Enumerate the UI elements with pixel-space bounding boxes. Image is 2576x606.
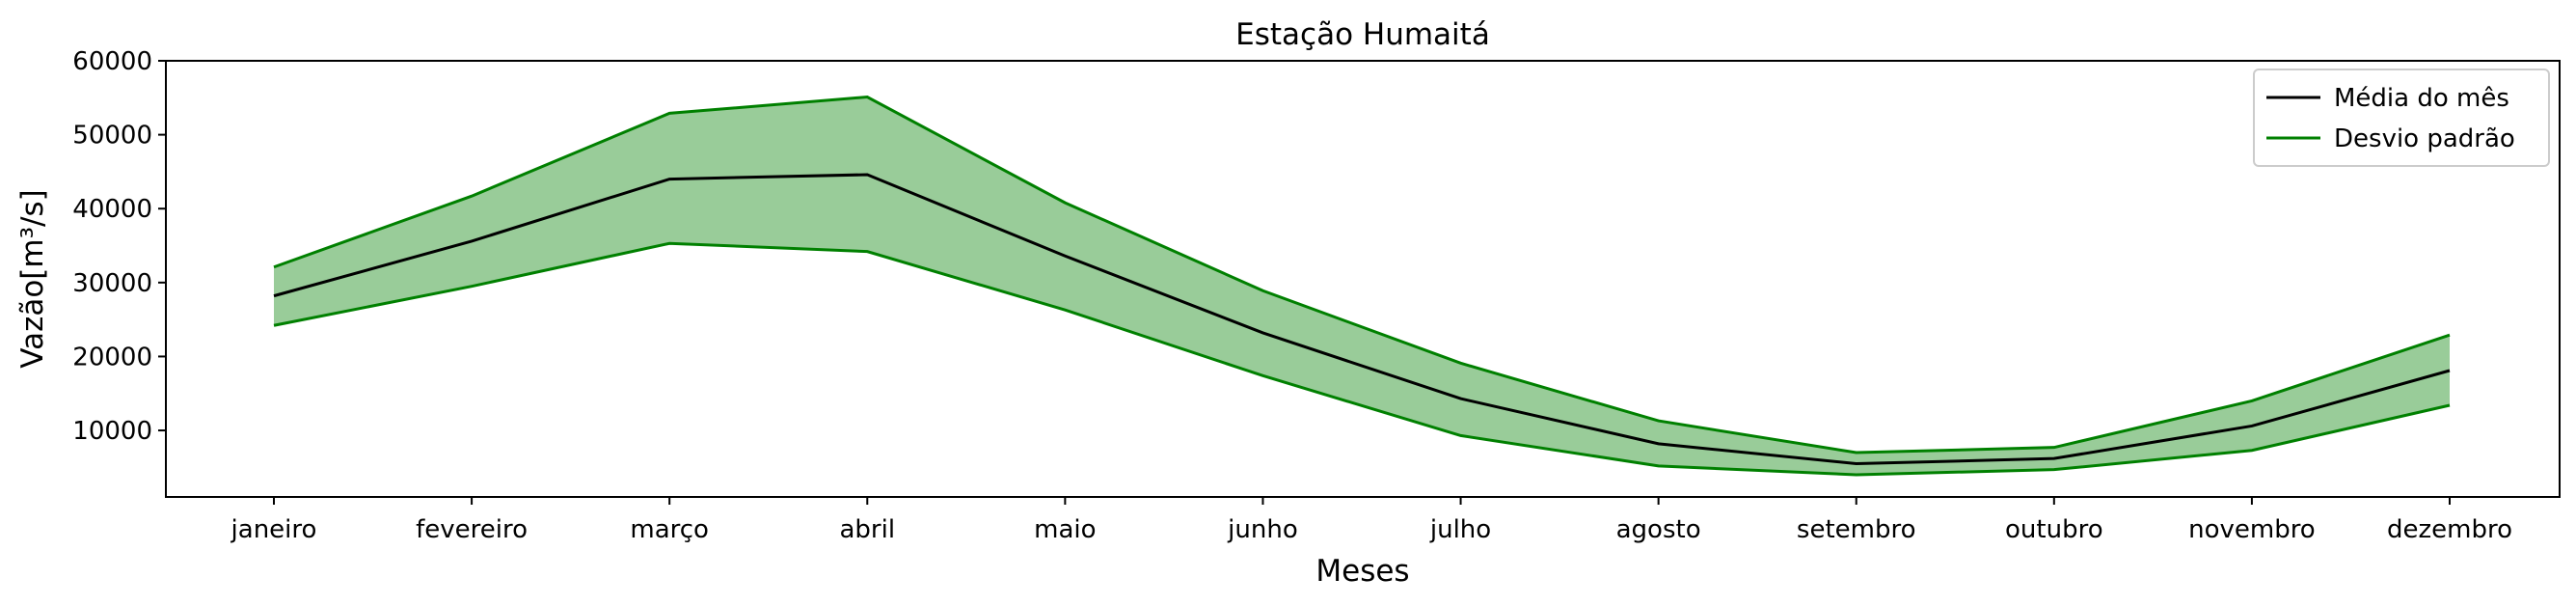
x-tick-label: junho <box>1227 515 1298 544</box>
y-tick-label: 30000 <box>72 269 152 298</box>
x-tick-label: janeiro <box>230 515 317 544</box>
std-dev-lower-line <box>273 241 2451 477</box>
legend-label-desvio: Desvio padrão <box>2334 124 2515 153</box>
y-tick-label: 10000 <box>72 417 152 446</box>
y-axis-label: Vazão[m³/s] <box>15 189 50 368</box>
y-tick-label: 20000 <box>72 343 152 372</box>
x-tick-label: dezembro <box>2387 515 2512 544</box>
std-dev-band <box>274 96 2450 476</box>
x-tick-label: abril <box>839 515 895 544</box>
x-tick-label: outubro <box>2005 515 2103 544</box>
x-tick-label: fevereiro <box>416 515 528 544</box>
x-axis-label: Meses <box>1315 554 1409 589</box>
x-axis: janeiro fevereiro março abril maio junho julho… <box>230 497 2512 544</box>
legend: Média do mês Desvio padrão <box>2253 69 2550 167</box>
y-tick-label: 40000 <box>72 195 152 224</box>
plot-area <box>273 96 2451 477</box>
legend-label-media: Média do mês <box>2334 84 2509 113</box>
y-tick-label: 50000 <box>72 122 152 151</box>
x-tick-label: novembro <box>2188 515 2316 544</box>
plot-frame <box>165 60 2561 498</box>
std-dev-upper-line <box>273 96 2451 454</box>
x-tick-label: março <box>630 515 709 544</box>
chart-title: Estação Humaitá <box>1235 17 1490 52</box>
y-tick-label: 60000 <box>72 47 152 76</box>
legend-box <box>2253 69 2550 167</box>
x-tick-label: maio <box>1034 515 1096 544</box>
y-axis: 10000 20000 30000 40000 50000 60000 <box>72 47 166 446</box>
x-tick-label: agosto <box>1616 515 1701 544</box>
x-tick-label: setembro <box>1797 515 1916 544</box>
x-tick-label: julho <box>1429 515 1491 544</box>
mean-line <box>273 173 2451 466</box>
